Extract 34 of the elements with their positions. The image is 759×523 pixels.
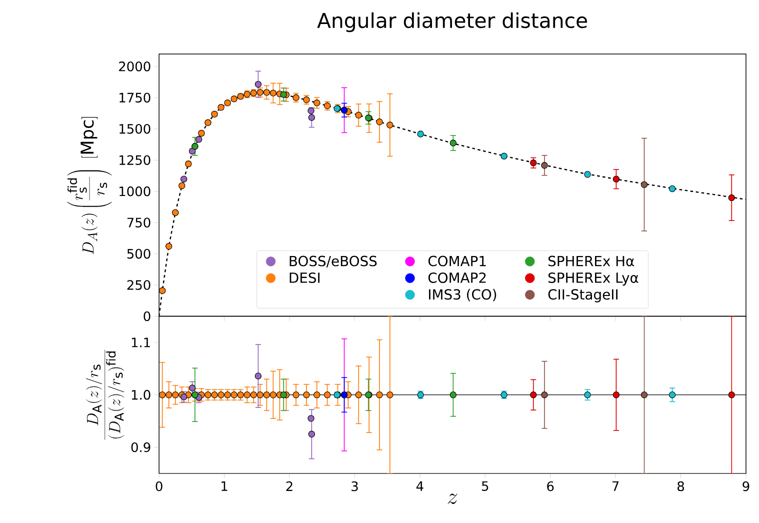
x-tick-label: 9 <box>742 481 750 492</box>
y-axis-title: $D_A(z)\left(\frac{r_\mathrm{s}^\mathrm{fid}}{r_\mathrm{s}}\right)\ [\mathrm{Mpc}]$ <box>67 117 112 254</box>
y-tick-label: 0.9 <box>131 442 150 452</box>
x-tick-label: 0 <box>156 481 162 492</box>
y-tick-label: 1.0 <box>132 390 150 400</box>
y-tick-label: 500 <box>127 249 150 259</box>
x-tick-label: 2 <box>286 481 292 492</box>
y-tick-label: 250 <box>127 280 150 290</box>
legend-label: BOSS/eBOSS <box>290 256 377 268</box>
legend-label: SPHEREx Hα <box>548 256 634 266</box>
x-tick-label: 5 <box>482 481 488 492</box>
y-tick-label: 1.1 <box>132 338 150 348</box>
x-tick-label: 8 <box>678 481 684 492</box>
x-tick-label: 3 <box>352 481 358 492</box>
chart-title: Angular diameter distance <box>317 12 587 32</box>
y-tick-label: 1250 <box>120 155 150 166</box>
legend-label: COMAP1 <box>428 256 486 266</box>
y-tick-label: 1500 <box>120 124 150 134</box>
x-tick-label: 4 <box>416 481 424 491</box>
x-tick-label: 1 <box>222 481 228 491</box>
x-tick-label: 6 <box>547 481 554 492</box>
legend-label: COMAP2 <box>428 272 486 284</box>
y-tick-label: 0 <box>144 311 150 322</box>
legend-label: SPHEREx Lyα <box>548 272 638 286</box>
y-tick-label: 1000 <box>120 186 150 196</box>
legend-label: IMS3 (CO) <box>429 289 496 302</box>
legend-label: CII-StageII <box>548 289 618 302</box>
y-tick-label: 1750 <box>120 92 150 103</box>
y-tick-label: 750 <box>127 218 150 228</box>
x-tick-label: 7 <box>612 481 619 491</box>
y-axis-title: $\frac{D_\mathrm{A}(z)/r_\mathrm{s}}{(D_\mathrm{A}(z)/r_\mathrm{s})^\mathrm{fid}}$ <box>86 350 124 440</box>
y-tick-label: 2000 <box>119 62 150 72</box>
legend-label: DESI <box>290 272 320 284</box>
x-axis-title: $z$ <box>448 494 458 504</box>
